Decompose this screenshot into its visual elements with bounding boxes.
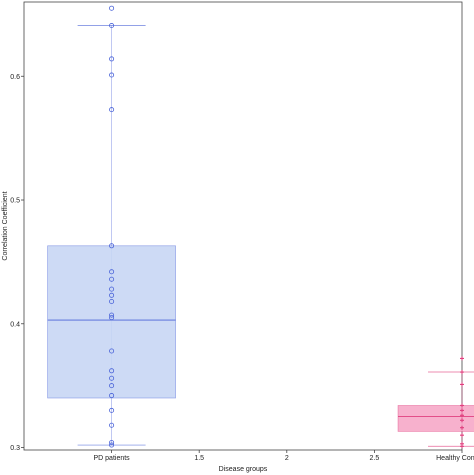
data-point xyxy=(109,407,115,413)
y-axis-label: Correlation Coefficient xyxy=(2,191,9,260)
data-point xyxy=(109,276,115,282)
data-point xyxy=(460,370,464,375)
data-point xyxy=(109,383,115,389)
data-point xyxy=(109,368,115,374)
data-point xyxy=(109,56,115,62)
data-point xyxy=(109,243,115,249)
data-point xyxy=(109,375,115,381)
x-tick-label: Healthy Controls xyxy=(436,455,474,462)
box-iqr xyxy=(47,245,176,399)
data-point xyxy=(460,441,464,446)
data-point xyxy=(109,72,115,78)
data-point xyxy=(460,425,464,430)
data-point xyxy=(109,107,115,113)
data-point xyxy=(460,356,464,361)
data-point xyxy=(460,418,464,423)
x-tick-label: 1.5 xyxy=(194,455,204,462)
data-point xyxy=(109,298,115,304)
data-point xyxy=(109,348,115,354)
box-group-healthy-controls xyxy=(397,356,474,449)
x-axis: PD patients 1.5 2 2.5 Healthy Controls xyxy=(94,450,474,462)
data-point xyxy=(109,286,115,292)
data-point xyxy=(109,440,115,446)
y-tick-label: 0.6 xyxy=(10,74,20,81)
x-axis-label: Disease groups xyxy=(219,466,268,473)
data-point xyxy=(109,442,115,448)
data-point xyxy=(460,403,464,408)
data-point xyxy=(460,433,464,438)
y-tick-label: 0.5 xyxy=(10,198,20,205)
x-tick-label: PD patients xyxy=(94,455,131,462)
box-iqr xyxy=(397,405,474,432)
data-point xyxy=(109,422,115,428)
x-tick-label: 2.5 xyxy=(370,455,380,462)
data-point xyxy=(109,23,115,29)
box-groups xyxy=(47,5,474,449)
y-tick-label: 0.3 xyxy=(10,445,20,452)
data-point xyxy=(109,269,115,275)
box-group-pd-patients xyxy=(47,5,176,448)
data-point xyxy=(109,393,115,399)
y-axis: 0.3 0.4 0.5 0.6 xyxy=(10,74,24,452)
data-point xyxy=(109,312,115,318)
data-point xyxy=(109,5,115,11)
data-point xyxy=(109,315,115,321)
data-point xyxy=(460,382,464,387)
x-tick-label: 2 xyxy=(285,455,289,462)
data-point xyxy=(460,413,464,418)
y-tick-label: 0.4 xyxy=(10,321,20,328)
data-point xyxy=(109,292,115,298)
data-point xyxy=(460,408,464,413)
